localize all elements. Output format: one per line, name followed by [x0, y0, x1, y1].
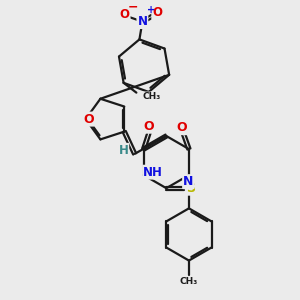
Text: S: S — [186, 182, 195, 195]
Text: H: H — [118, 144, 128, 157]
Text: NH: NH — [143, 166, 163, 179]
Text: N: N — [137, 15, 147, 28]
Text: O: O — [83, 112, 94, 126]
Text: N: N — [183, 175, 194, 188]
Text: CH₃: CH₃ — [142, 92, 160, 101]
Text: O: O — [152, 6, 162, 19]
Text: −: − — [128, 1, 138, 14]
Text: +: + — [147, 5, 155, 15]
Text: CH₃: CH₃ — [180, 278, 198, 286]
Text: O: O — [144, 120, 154, 133]
Text: O: O — [176, 121, 187, 134]
Text: O: O — [120, 8, 130, 21]
